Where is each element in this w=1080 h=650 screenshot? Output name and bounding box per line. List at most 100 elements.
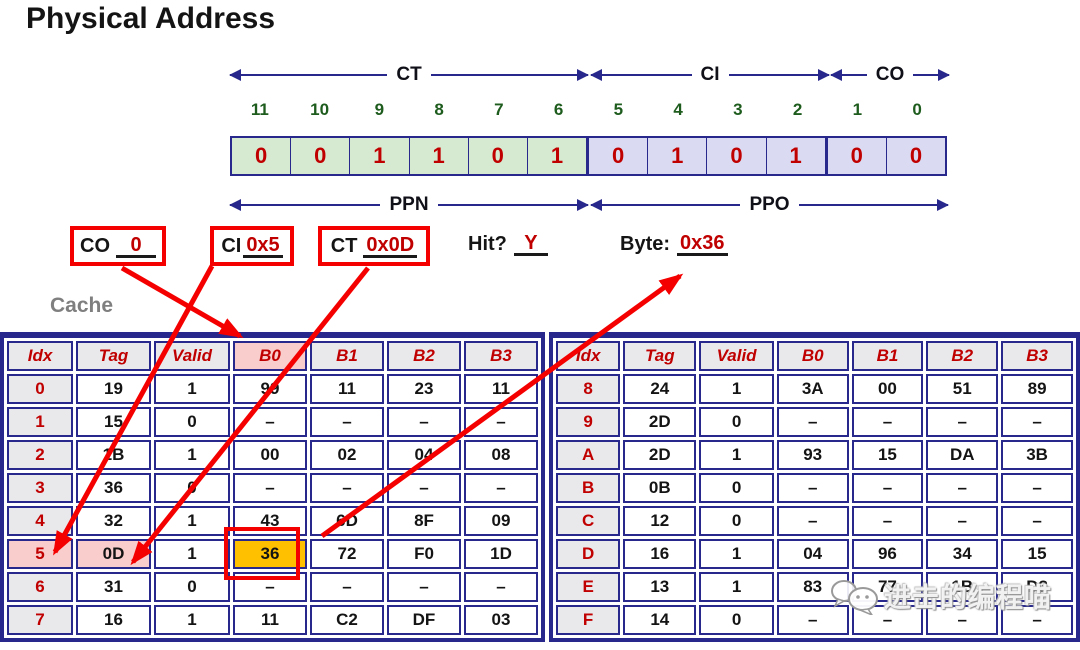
idx-cell: B — [556, 473, 621, 503]
cache-row: E 13 1 83 77 1B D3 — [556, 572, 1073, 602]
watermark-text: 进击的编程喵 — [884, 583, 1052, 613]
cache-cell: 04 — [387, 440, 461, 470]
bit-value-cell: 0 — [232, 138, 291, 174]
cache-cell: 0 — [154, 572, 230, 602]
cache-cell: 24 — [623, 374, 697, 404]
bit-value-cell: 1 — [526, 138, 587, 174]
cache-cell: 1D — [464, 539, 538, 569]
hit-label: Hit? — [468, 233, 507, 255]
cache-row: F 14 0– – – – — [556, 605, 1073, 635]
arrow-line — [728, 69, 830, 80]
cache-cell: – — [851, 473, 924, 503]
cache-cell: – — [464, 572, 538, 602]
cache-cell: 11 — [464, 374, 538, 404]
byte-label: Byte: — [620, 233, 671, 255]
bit-value-cell: 1 — [408, 138, 468, 174]
bit-value-cell: 1 — [647, 138, 707, 174]
bit-number: 8 — [434, 100, 444, 119]
bit-value-cell: 1 — [765, 138, 825, 174]
cache-cell: 34 — [926, 539, 999, 569]
cache-row: D 16 1 04 96 34 15 — [556, 539, 1073, 569]
cache-row: C 12 0– – – – — [556, 506, 1073, 536]
cache-cell: – — [926, 473, 999, 503]
bit-number: 10 — [310, 100, 330, 119]
cache-cell: 96 — [851, 539, 924, 569]
cache-cell: 19 — [76, 374, 151, 404]
byte-answer: Byte: 0x36 — [620, 233, 728, 256]
ppn-arrow: PPN — [228, 194, 590, 215]
cache-cell: 0B — [623, 473, 697, 503]
cache-cell: – — [387, 572, 461, 602]
cache-cell: – — [464, 473, 538, 503]
cache-cell: – — [851, 506, 924, 536]
cache-cell: 04 — [776, 539, 849, 569]
col-header-idx: Idx — [7, 341, 73, 371]
arrow-line — [228, 199, 381, 210]
cache-cell: DF — [387, 605, 461, 635]
cache-cell: 31 — [76, 572, 151, 602]
ci-field-arrow: CI — [590, 64, 830, 85]
ppo-label: PPO — [749, 194, 790, 215]
bit-value-cell: 0 — [824, 138, 886, 174]
bit-value-cell: 0 — [706, 138, 766, 174]
cache-cell: 1 — [154, 374, 230, 404]
cache-cell: 08 — [464, 440, 538, 470]
cache-cell: 0 — [154, 407, 230, 437]
cache-cell: – — [1001, 407, 1073, 437]
cache-cell: 00 — [851, 374, 924, 404]
col-header-valid: Valid — [699, 341, 774, 371]
cache-cell: 0 — [699, 407, 774, 437]
cache-cell: 1 — [154, 506, 230, 536]
idx-cell: 4 — [7, 506, 73, 536]
ci-field-label: CI — [700, 64, 720, 85]
cache-cell: 0 — [154, 473, 230, 503]
col-header-b3: B3 — [464, 341, 538, 371]
cache-cell: – — [464, 407, 538, 437]
co-to-b0-arrow — [120, 265, 244, 339]
cache-cell: 1 — [154, 440, 230, 470]
cache-cell: 15 — [76, 407, 151, 437]
ci-answer-value: 0x5 — [243, 235, 283, 258]
ct-field-label: CT — [396, 64, 422, 85]
bit-number: 3 — [733, 100, 743, 119]
ppn-label: PPN — [389, 194, 429, 215]
ci-answer-label: CI — [221, 234, 242, 257]
cache-cell: – — [926, 407, 999, 437]
cache-cell: – — [310, 473, 384, 503]
arrow-line — [228, 69, 388, 80]
col-header-b0: B0 — [233, 341, 307, 371]
cache-cell: 1 — [154, 539, 230, 569]
cache-cell: D3 — [1001, 572, 1073, 602]
idx-cell: 1 — [7, 407, 73, 437]
cache-cell: 1 — [699, 440, 774, 470]
byte-value: 0x36 — [677, 233, 728, 256]
cache-cell: 1 — [699, 374, 774, 404]
cache-cell: 99 — [233, 374, 307, 404]
cache-cell: 2D — [623, 407, 697, 437]
arrow-line — [437, 199, 590, 210]
page-title: Physical Address — [26, 2, 276, 35]
byte-highlight-box — [224, 527, 300, 580]
bit-number: 5 — [613, 100, 624, 119]
cache-cell: 51 — [926, 374, 999, 404]
cache-cell: 11 — [233, 605, 307, 635]
cache-cell: 15 — [1001, 539, 1073, 569]
cache-cell: 3B — [1001, 440, 1073, 470]
ppo-arrow: PPO — [589, 194, 950, 215]
arrow-line — [913, 69, 950, 80]
cache-cell: F0 — [387, 539, 461, 569]
cache-cell: 13 — [623, 572, 697, 602]
idx-cell: 0 — [7, 374, 73, 404]
cache-cell: 1 — [699, 539, 774, 569]
cache-cell: 0 — [699, 473, 774, 503]
idx-cell: 5 — [7, 539, 73, 569]
cache-cell: 15 — [851, 440, 924, 470]
co-answer-label: CO — [80, 234, 110, 257]
cache-cell: – — [387, 407, 461, 437]
col-header-b0: B0 — [776, 341, 849, 371]
ct-answer-value: 0x0D — [363, 235, 418, 258]
cache-cell: 02 — [310, 440, 384, 470]
cache-cell: – — [387, 473, 461, 503]
col-header-b1: B1 — [851, 341, 924, 371]
